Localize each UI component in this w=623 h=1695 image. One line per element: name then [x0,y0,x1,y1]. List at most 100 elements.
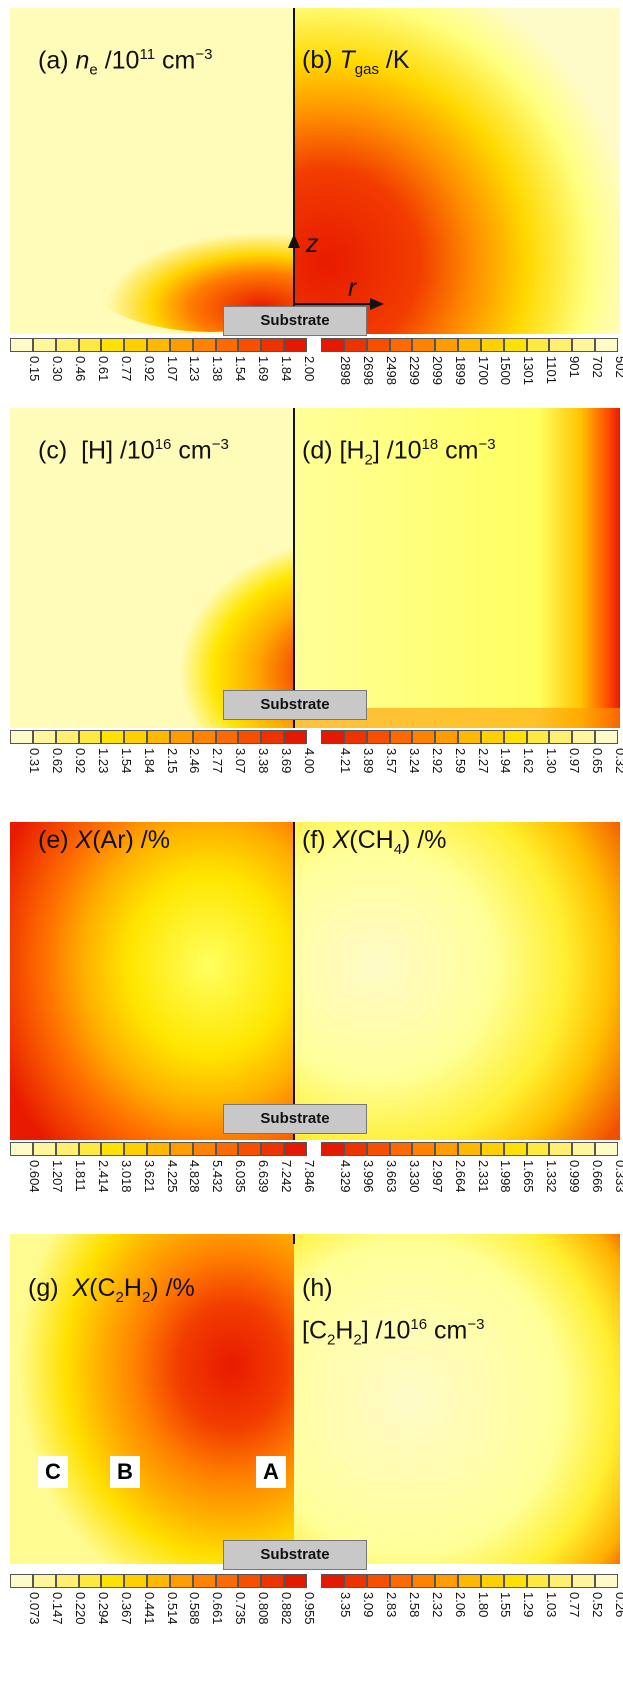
tick-label: 3.38 [244,746,271,804]
colorbar-swatch-right [435,730,459,744]
colorbar-swatch-left [32,1574,56,1588]
tick-label: 0.26 [601,1590,623,1648]
colorbar-swatch-left [169,1142,193,1156]
colorbar-swatch-left [169,338,193,352]
tick-label: 0.808 [244,1590,271,1648]
colorbar-swatch-left [55,1574,79,1588]
colorbar-swatch-right [526,730,550,744]
colorbar-swatch-right [458,1574,481,1588]
tick-label: 1.665 [509,1158,536,1216]
colorbar-swatch-left [192,730,216,744]
contour-map-c2h2 [10,1234,620,1564]
colorbar-swatch-left [147,338,170,352]
tick-label: 3.57 [372,746,399,804]
tick-label: 1.23 [84,746,111,804]
tick-label: 2.59 [441,746,468,804]
tick-label: 0.31 [15,746,42,804]
colorbar-swatch-left [169,730,193,744]
colorbar-swatch-right [435,1142,459,1156]
tick-labels-ne-tgas: 0.15 0.30 0.46 0.61 0.77 0.92 1.07 1.23 1.38 1.54… [10,354,623,412]
tick-label: 0.955 [290,1590,317,1648]
colorbar-swatch-left [215,730,239,744]
tick-label: 0.666 [578,1158,605,1216]
tick-label: 502 [601,354,623,412]
tick-label: 3.07 [221,746,248,804]
colorbar-swatch-right [343,1142,367,1156]
marker-c: C [38,1456,68,1488]
tick-label: 1.84 [130,746,157,804]
tick-label: 3.996 [349,1158,376,1216]
tick-label: 0.92 [130,354,157,412]
colorbar-swatch-left [261,730,285,744]
colorbar-swatch-left [78,338,102,352]
colorbar-swatch-right [595,730,618,744]
tick-label: 2299 [395,354,422,412]
tick-label: 6.639 [244,1158,271,1216]
tick-label-text: 502 [612,356,623,378]
contour-plot-ne-tgas: (a) ne /1011 cm−3 (b) Tgas /K z r Substr… [10,8,620,336]
colorbar-swatch-right [412,338,436,352]
tick-label: 0.52 [578,1590,605,1648]
colorbar-swatch-right [320,730,344,744]
colorbar-h-h2 [10,730,618,744]
colorbar-swatch-left [32,338,56,352]
colorbar-swatch-right [480,338,504,352]
colorbar-swatch-left [215,1142,239,1156]
colorbar-swatch-right [503,1142,527,1156]
tick-label: 2.32 [418,1590,445,1648]
tick-label: 0.604 [15,1158,42,1216]
colorbar-swatch-right [389,730,413,744]
colorbar-swatch-right [458,338,481,352]
tick-label: 2.664 [441,1158,468,1216]
tick-label-text: 0.32 [612,748,623,774]
tick-label: 1.03 [532,1590,559,1648]
tick-labels-ar-ch4: 0.604 1.207 1.811 2.414 3.018 3.621 4.225 4.828… [10,1158,623,1216]
label-ne: (a) ne /1011 cm−3 [38,46,213,79]
tick-label: 0.77 [555,1590,582,1648]
tick-label: 1.54 [221,354,248,412]
tick-label: 0.294 [84,1590,111,1648]
colorbar-swatch-left [78,1142,102,1156]
tick-label: 1.80 [464,1590,491,1648]
tick-label: 0.999 [555,1158,582,1216]
tick-label: 0.220 [61,1590,88,1648]
tick-label: 1700 [464,354,491,412]
tick-label: 1.811 [61,1158,88,1216]
tick-label: 1.207 [38,1158,65,1216]
colorbar-swatch-right [526,1142,550,1156]
label-tgas: (b) Tgas /K [302,46,410,78]
tick-label: 1.69 [244,354,271,412]
colorbar-swatch-right [480,1142,504,1156]
tick-label: 0.882 [267,1590,294,1648]
tick-label-text: 7.846 [301,1160,317,1193]
tick-label: 3.24 [395,746,422,804]
tick-label-text: 0.333 [612,1160,623,1193]
tick-label: 0.97 [555,746,582,804]
tick-label: 1.94 [486,746,513,804]
tick-label: 0.333 [601,1158,623,1216]
axis-z-label: z [306,230,319,258]
tick-labels-h-h2: 0.31 0.62 0.92 1.23 1.54 1.84 2.15 2.46 2.77 3.07… [10,746,623,804]
colorbar-swatch-left [10,730,33,744]
colorbar-swatch-left [192,1142,216,1156]
colorbar-swatch-right [549,1574,573,1588]
colorbar-gap [307,1574,321,1588]
tick-label: 3.663 [372,1158,399,1216]
colorbar-swatch-right [366,1142,390,1156]
tick-label: 2099 [418,354,445,412]
colorbar-ar-ch4 [10,1142,618,1156]
colorbar-swatch-left [261,1574,285,1588]
colorbar-swatch-left [124,1574,148,1588]
tick-label: 1.998 [486,1158,513,1216]
colorbar-c2h2 [10,1574,618,1588]
colorbar-swatch-left [169,1574,193,1588]
tick-label: 4.329 [326,1158,353,1216]
colorbar-swatch-left [215,1574,239,1588]
colorbar-swatch-right [343,730,367,744]
tick-label: 1.332 [532,1158,559,1216]
colorbar-swatch-left [32,730,56,744]
tick-label: 1.30 [532,746,559,804]
colorbar-swatch-left [238,1574,262,1588]
tick-label: 4.21 [326,746,353,804]
tick-label: 4.00 [290,746,317,804]
